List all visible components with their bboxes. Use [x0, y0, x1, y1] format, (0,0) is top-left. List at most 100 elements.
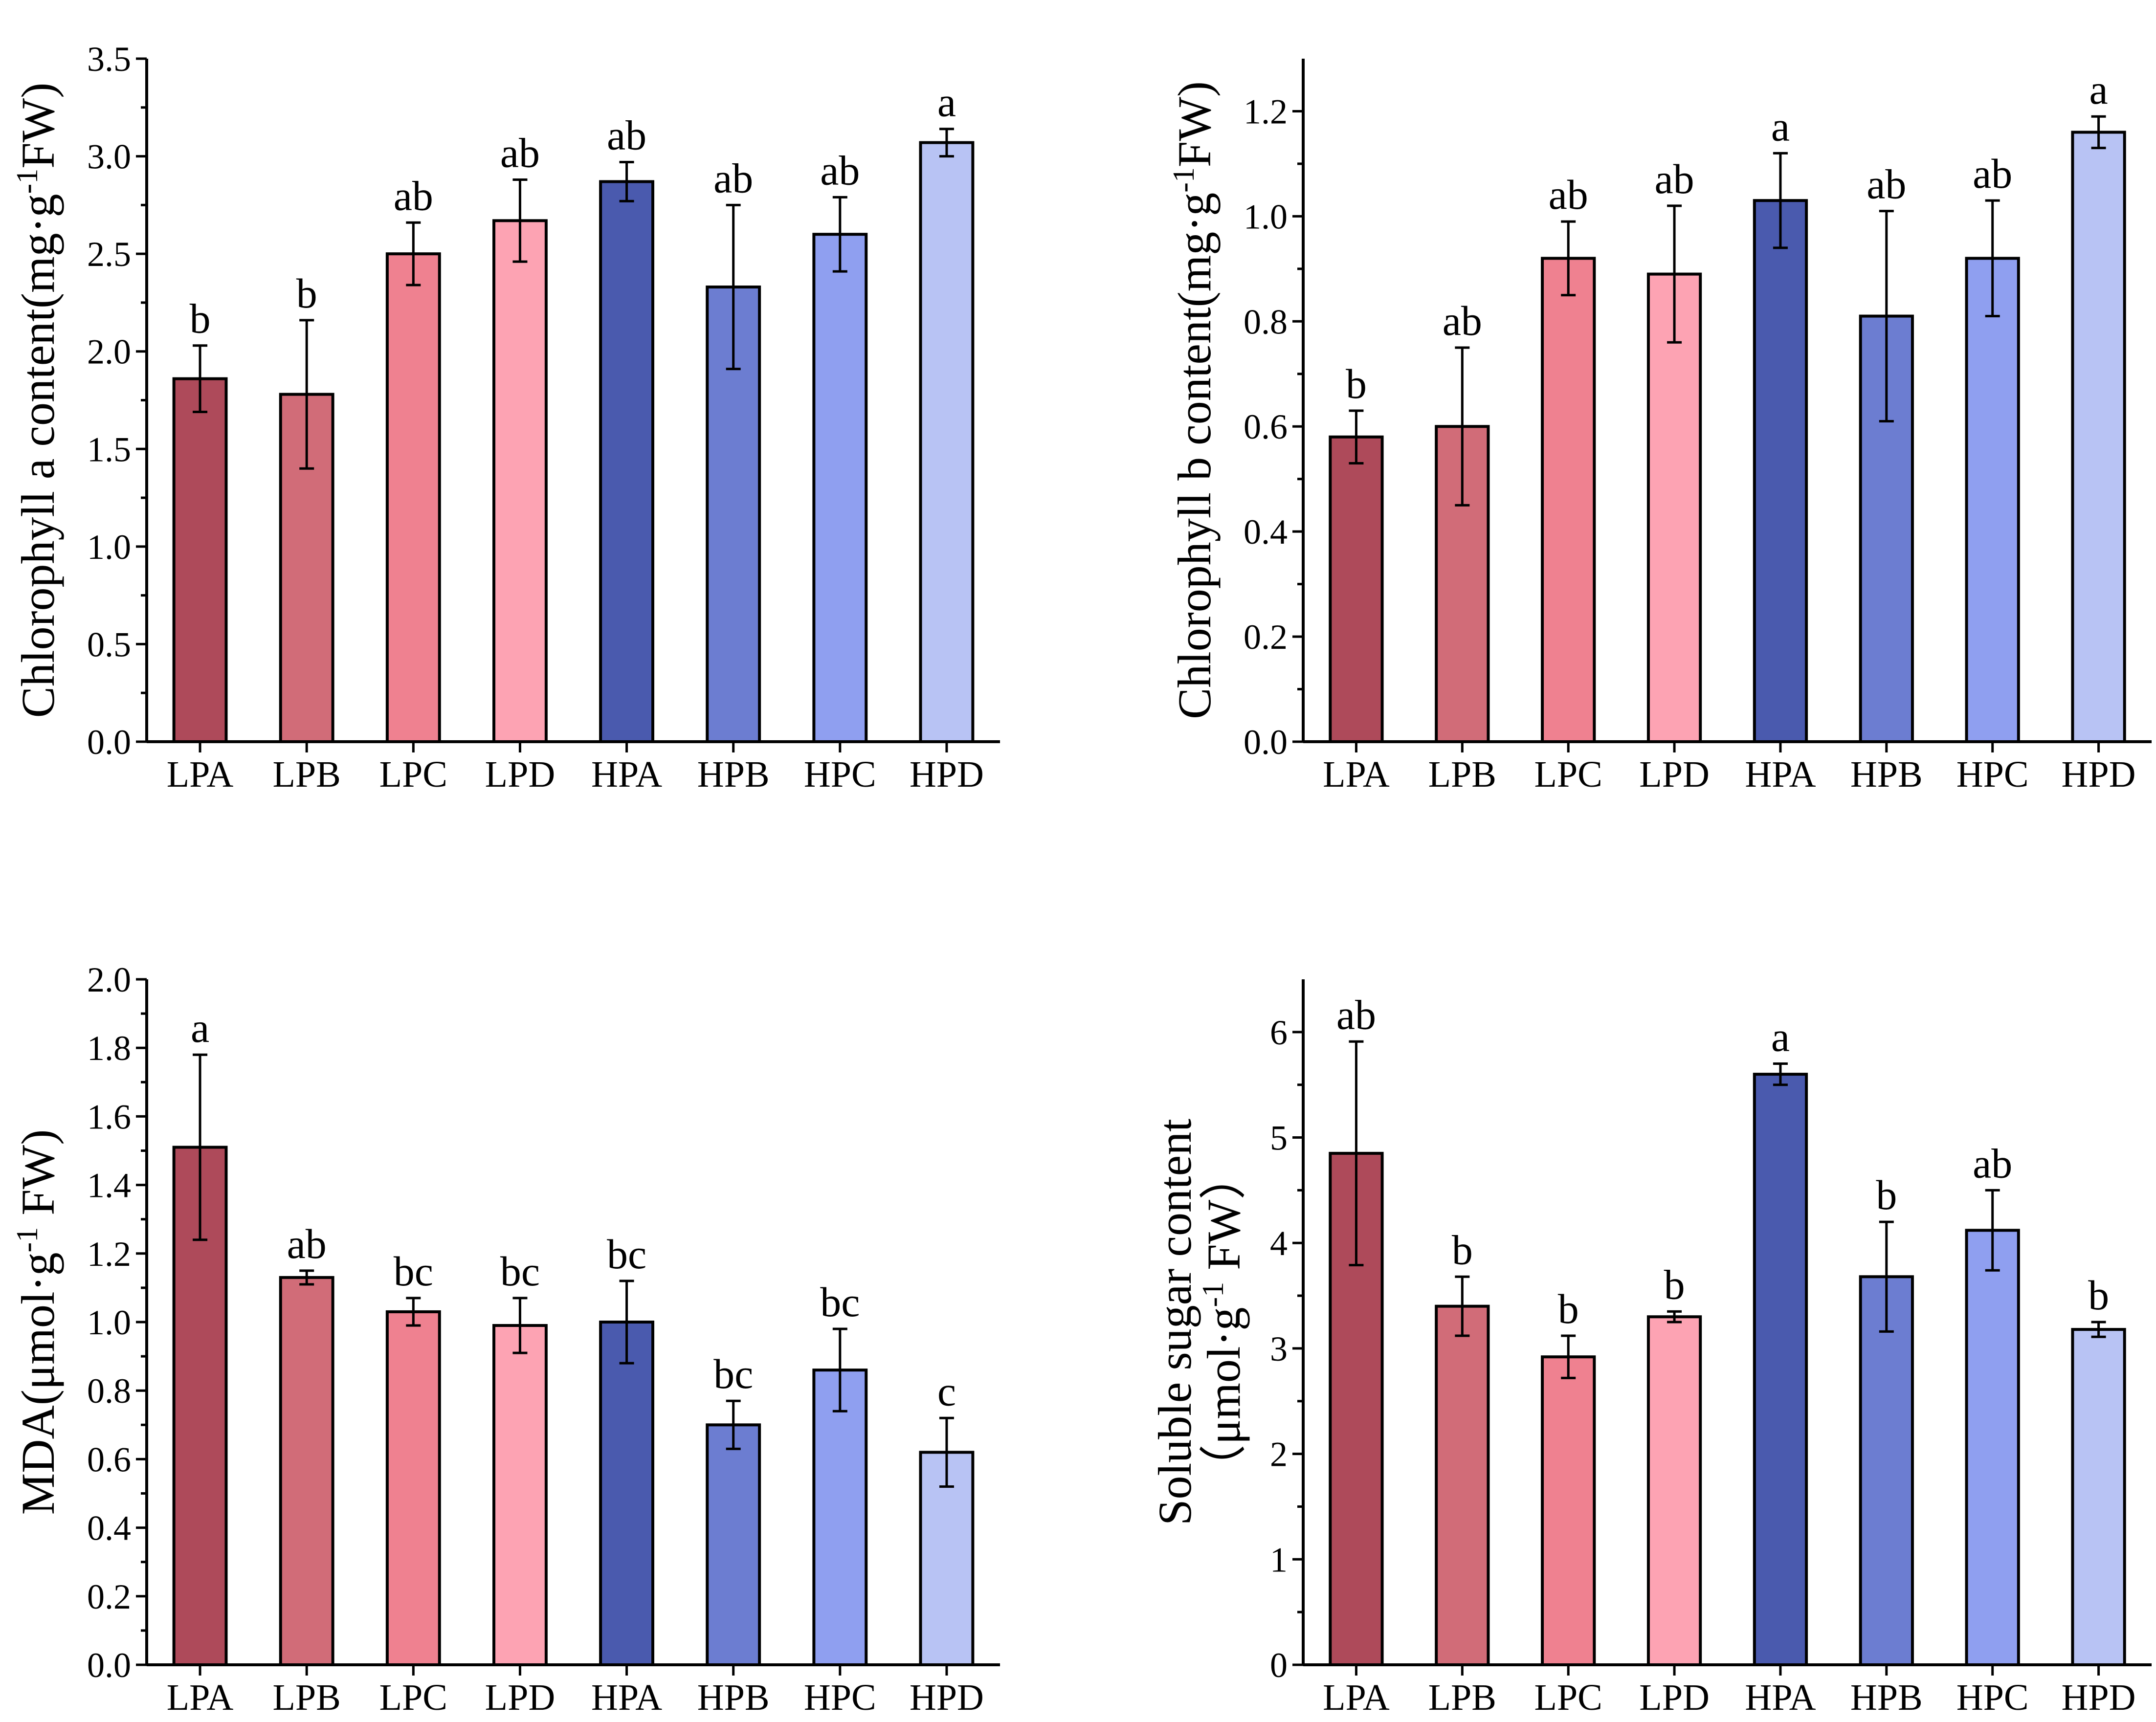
- x-tick-label: LPD: [485, 1677, 556, 1718]
- bar-lpc: [385, 1310, 441, 1666]
- y-tick-label: 2: [1270, 1435, 1288, 1474]
- significance-label: a: [191, 1004, 209, 1051]
- y-axis-label: Chlorophyll b content(mg·g-1FW): [1167, 81, 1221, 719]
- bar-lpc: [1541, 1355, 1596, 1666]
- bar-hpc: [1965, 257, 2020, 743]
- y-tick-label: 0.2: [1244, 618, 1288, 657]
- bar-hpd: [2071, 1328, 2126, 1666]
- y-tick-label: 0.0: [87, 723, 131, 762]
- significance-label: bc: [713, 1350, 753, 1397]
- y-tick-label: 1.2: [1244, 92, 1288, 131]
- bar-hpd: [2071, 131, 2126, 743]
- x-tick-label: LPC: [379, 754, 447, 795]
- soluble-sugar-panel: 0 1 2 3 4 5 6 LPA ab LPB b LPC b LPD b HPA a HPB b HPC ab HPD…: [1149, 979, 2152, 1718]
- bar-lpb: [1435, 1304, 1490, 1667]
- x-tick-label: LPD: [485, 754, 556, 795]
- y-tick-label: 4: [1270, 1224, 1288, 1263]
- x-tick-label: HPC: [1956, 754, 2029, 795]
- x-tick-label: LPA: [1323, 754, 1390, 795]
- x-tick-label: HPA: [591, 754, 662, 795]
- significance-label: ab: [287, 1220, 327, 1267]
- significance-label: a: [1771, 1014, 1790, 1060]
- bar-lpb: [279, 1276, 334, 1667]
- significance-label: a: [2089, 66, 2108, 113]
- bar-lpd: [492, 219, 548, 743]
- y-tick-label: 2.5: [87, 235, 131, 274]
- x-tick-label: HPD: [2062, 1677, 2136, 1718]
- bar-lpa: [172, 377, 228, 743]
- y-tick-label: 0.0: [1244, 723, 1288, 762]
- y-tick-label: 1.0: [87, 528, 131, 567]
- x-tick-label: HPD: [910, 1677, 984, 1718]
- bar-hpa: [599, 1321, 655, 1666]
- bar-lpd: [1646, 1315, 1702, 1666]
- bar-hpa: [599, 180, 655, 744]
- significance-label: ab: [607, 112, 646, 159]
- significance-label: ab: [1654, 155, 1694, 202]
- y-tick-label: 1.5: [87, 430, 131, 469]
- y-axis-label: Chlorophyll a content(mg·g-1FW): [11, 83, 64, 718]
- y-tick-label: 1.0: [1244, 197, 1288, 236]
- y-axis-label: （μmol·g-1 FW）: [1197, 1153, 1250, 1491]
- bar-hpa: [1753, 199, 1808, 744]
- x-tick-label: HPC: [804, 754, 876, 795]
- significance-label: bc: [394, 1248, 433, 1295]
- x-tick-label: HPB: [697, 1677, 770, 1718]
- y-tick-label: 0.4: [1244, 512, 1288, 552]
- x-tick-label: HPB: [1850, 1677, 1923, 1718]
- x-tick-label: LPD: [1639, 1677, 1710, 1718]
- y-tick-label: 0.8: [1244, 302, 1288, 341]
- bar-lpc: [1541, 257, 1596, 743]
- significance-label: ab: [820, 147, 860, 194]
- significance-label: a: [1771, 103, 1790, 150]
- significance-label: ab: [500, 129, 540, 176]
- bar-hpb: [706, 1423, 761, 1667]
- chlorophyll-a-panel: 0.0 0.5 1.0 1.5 2.0 2.5 3.0 3.5 LPA b LPB b LPC ab LPD…: [11, 40, 1000, 795]
- bar-lpd: [492, 1324, 548, 1666]
- significance-label: bc: [500, 1248, 540, 1295]
- y-tick-label: 1.4: [87, 1166, 131, 1205]
- y-tick-label: 0.5: [87, 625, 131, 664]
- bar-lpa: [1329, 435, 1384, 743]
- mda-panel: 0.0 0.2 0.4 0.6 0.8 1.0 1.2 1.4 1.6 1.8 2.0 LPA a LPB…: [11, 960, 1000, 1718]
- x-tick-label: LPC: [1534, 754, 1602, 795]
- x-tick-label: HPB: [697, 754, 770, 795]
- x-tick-label: LPB: [1428, 1677, 1496, 1718]
- significance-label: b: [1664, 1261, 1685, 1308]
- x-tick-label: HPC: [1956, 1677, 2029, 1718]
- bar-hpc: [812, 1369, 868, 1666]
- x-tick-label: HPA: [591, 1677, 662, 1718]
- y-tick-label: 1.8: [87, 1029, 131, 1068]
- y-tick-label: 3.5: [87, 40, 131, 79]
- y-axis-label: MDA(μmol·g-1 FW): [11, 1129, 64, 1515]
- x-tick-label: HPD: [2062, 754, 2136, 795]
- y-axis-label-line1: Soluble sugar content: [1149, 1119, 1201, 1525]
- significance-label: ab: [1973, 150, 2012, 197]
- y-tick-label: 3: [1270, 1329, 1288, 1369]
- significance-label: b: [1346, 360, 1367, 407]
- x-tick-label: HPC: [804, 1677, 876, 1718]
- x-tick-label: HPA: [1745, 754, 1816, 795]
- y-tick-label: 0.6: [1244, 407, 1288, 446]
- bar-hpd: [919, 141, 975, 743]
- bar-hpa: [1753, 1073, 1808, 1666]
- x-tick-label: LPA: [167, 1677, 234, 1718]
- bar-lpd: [1646, 272, 1702, 743]
- x-tick-label: LPC: [1534, 1677, 1602, 1718]
- y-tick-label: 0.8: [87, 1371, 131, 1411]
- y-tick-label: 5: [1270, 1119, 1288, 1158]
- significance-label: a: [937, 79, 956, 126]
- x-tick-label: HPA: [1745, 1677, 1816, 1718]
- significance-label: ab: [1973, 1140, 2012, 1187]
- y-tick-label: 1: [1270, 1540, 1288, 1579]
- significance-label: ab: [713, 155, 753, 201]
- y-tick-label: 1.0: [87, 1303, 131, 1342]
- x-tick-label: LPA: [1323, 1677, 1390, 1718]
- y-tick-label: 6: [1270, 1013, 1288, 1052]
- y-tick-label: 0.4: [87, 1509, 131, 1548]
- y-tick-label: 2.0: [87, 960, 131, 999]
- x-tick-label: LPC: [379, 1677, 447, 1718]
- significance-label: ab: [1443, 297, 1482, 344]
- y-tick-label: 0: [1270, 1646, 1288, 1685]
